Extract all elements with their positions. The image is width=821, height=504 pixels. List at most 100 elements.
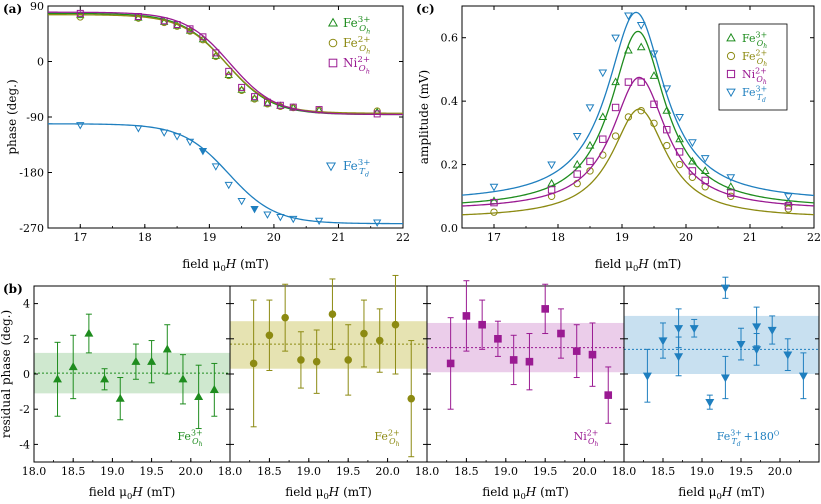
x-tick-label: 17 [487, 231, 501, 244]
x-tick-label: 19.5 [336, 465, 361, 478]
x-axis-label-pre: field μ [678, 485, 716, 499]
x-axis-label-unit: (mT) [732, 485, 765, 499]
residual-label-ni2oh: Ni2+ Oh [574, 429, 599, 448]
legend-label-ni2oh-sub2: h [763, 79, 767, 86]
data-point-fe3oh [194, 392, 204, 401]
data-point-ni2oh [624, 78, 633, 86]
x-tick-label: 22 [807, 231, 821, 244]
legend-label-fe3td: Fe3+ Td [742, 85, 767, 104]
data-point-fe3td [198, 148, 208, 156]
data-point-fe3oh [784, 197, 793, 206]
legend-marker-ni2oh [328, 58, 338, 68]
data-point-fe2oh [407, 394, 416, 403]
x-axis-label-unit: (mT) [536, 485, 569, 499]
data-point-fe3td [598, 69, 608, 78]
amplitude-chart: 17 18 19 20 21 22 0.0 0.2 0.4 0.6 amplitude (mV) fi… [417, 5, 821, 273]
data-point-fe3oh [585, 140, 595, 149]
data-point-fe3oh [53, 374, 63, 383]
y-tick-label: -4 [19, 438, 30, 451]
data-point-fe3td [674, 325, 684, 334]
x-axis-label-sub: 0 [323, 491, 328, 501]
x-tick-label: 18.0 [22, 465, 47, 478]
x-axis-label: field μ0H (mT) [678, 485, 765, 501]
data-point-fe3oh [250, 94, 259, 102]
y-tick-label: -180 [19, 167, 44, 180]
data-point-fe3td [658, 337, 668, 346]
data-point-ni2oh [525, 357, 534, 366]
legend-label-fe3oh: Fe3+ Oh [742, 31, 767, 50]
legend-label-fe2oh-sup: 2+ [358, 35, 371, 45]
x-tick-label: 20 [679, 231, 693, 244]
x-tick-label: 19.0 [494, 465, 519, 478]
data-point-ni2oh [784, 202, 793, 210]
x-tick-label: 20.0 [179, 465, 204, 478]
legend-label-fe2oh-sub: O [757, 57, 764, 66]
legend-label-fe3td-sub: T [757, 93, 763, 102]
data-point-fe3td [373, 219, 382, 227]
panel-label-c: (c) [416, 2, 435, 16]
data-point-fe3td [160, 129, 169, 137]
data-point-fe3td [572, 132, 582, 141]
data-point-fe3oh [598, 112, 608, 121]
y-tick-label: 0.0 [441, 222, 459, 235]
x-tick-label: 18.5 [651, 465, 676, 478]
data-point-ni2oh [509, 356, 518, 364]
x-tick-label: 18.5 [257, 465, 282, 478]
legend-label-ni2oh-sub: O [359, 64, 366, 74]
legend-label-fe3td: Fe3+ Td [343, 158, 371, 178]
data-point-fe3td [705, 399, 715, 407]
data-point-fe3oh [611, 77, 620, 86]
data-point-ni2oh [462, 312, 471, 320]
legend-label-fe3oh-sup: 3+ [756, 31, 768, 40]
data-point-fe3td [700, 155, 710, 163]
residual-label-fe3td-sub: T [731, 437, 737, 446]
y-tick-label: 2 [23, 333, 30, 346]
data-point-ni2oh [186, 25, 194, 33]
data-point-fe3oh [649, 71, 659, 79]
x-axis-label-var: H [328, 485, 340, 499]
data-point-fe3td [624, 12, 633, 21]
data-point-fe3td [547, 161, 556, 170]
x-axis-label-var: H [131, 485, 143, 499]
x-tick-label: 18 [551, 231, 565, 244]
data-point-fe2oh [312, 357, 321, 366]
data-point-fe3td [185, 138, 195, 147]
residual-label-fe2oh-sub2: h [396, 441, 400, 448]
y-tick-label: -2 [19, 403, 30, 416]
legend-label-fe3oh-sub2: h [763, 43, 767, 50]
residual-label-fe3td-suffix-sup: O [774, 430, 780, 438]
fit-curve-fe3oh [461, 30, 815, 204]
data-point-ni2oh [289, 103, 297, 111]
data-point-fe3td [798, 372, 808, 381]
data-point-ni2oh [541, 305, 550, 313]
residual-band [230, 321, 427, 369]
legend-marker-fe3td [726, 88, 736, 98]
data-point-ni2oh [160, 17, 168, 25]
legend-marker-fe2oh [328, 38, 338, 48]
data-point-ni2oh [637, 78, 645, 86]
x-tick-label: 19.5 [533, 465, 558, 478]
data-point-ni2oh [134, 12, 142, 20]
legend-marker-ni2oh [726, 69, 736, 79]
x-tick-label: 18.5 [61, 465, 86, 478]
data-point-fe3oh [662, 105, 672, 114]
data-point-fe3td [689, 325, 699, 334]
x-tick-label: 21 [331, 231, 345, 244]
x-axis-label-var: H [225, 257, 237, 271]
data-point-fe2oh [225, 72, 233, 80]
data-point-ni2oh [688, 167, 697, 175]
y-tick-label: 4 [23, 298, 30, 311]
x-tick-label: 19.0 [100, 465, 125, 478]
legend-label-ni2oh-sup: 2+ [357, 55, 370, 65]
x-axis-label-sub: 0 [520, 491, 525, 501]
x-tick-label: 18.0 [612, 465, 637, 478]
data-point-ni2oh [588, 350, 597, 359]
residual-label-fe3td-suffix: +180 [744, 430, 774, 443]
y-axis-label: residual phase (deg.) [0, 310, 13, 438]
x-tick-label: 20.0 [572, 465, 597, 478]
data-point-fe3td [767, 326, 777, 335]
data-point-ni2oh [251, 93, 259, 101]
fit-curve-fe3td [48, 123, 404, 225]
data-point-fe2oh [265, 331, 274, 340]
